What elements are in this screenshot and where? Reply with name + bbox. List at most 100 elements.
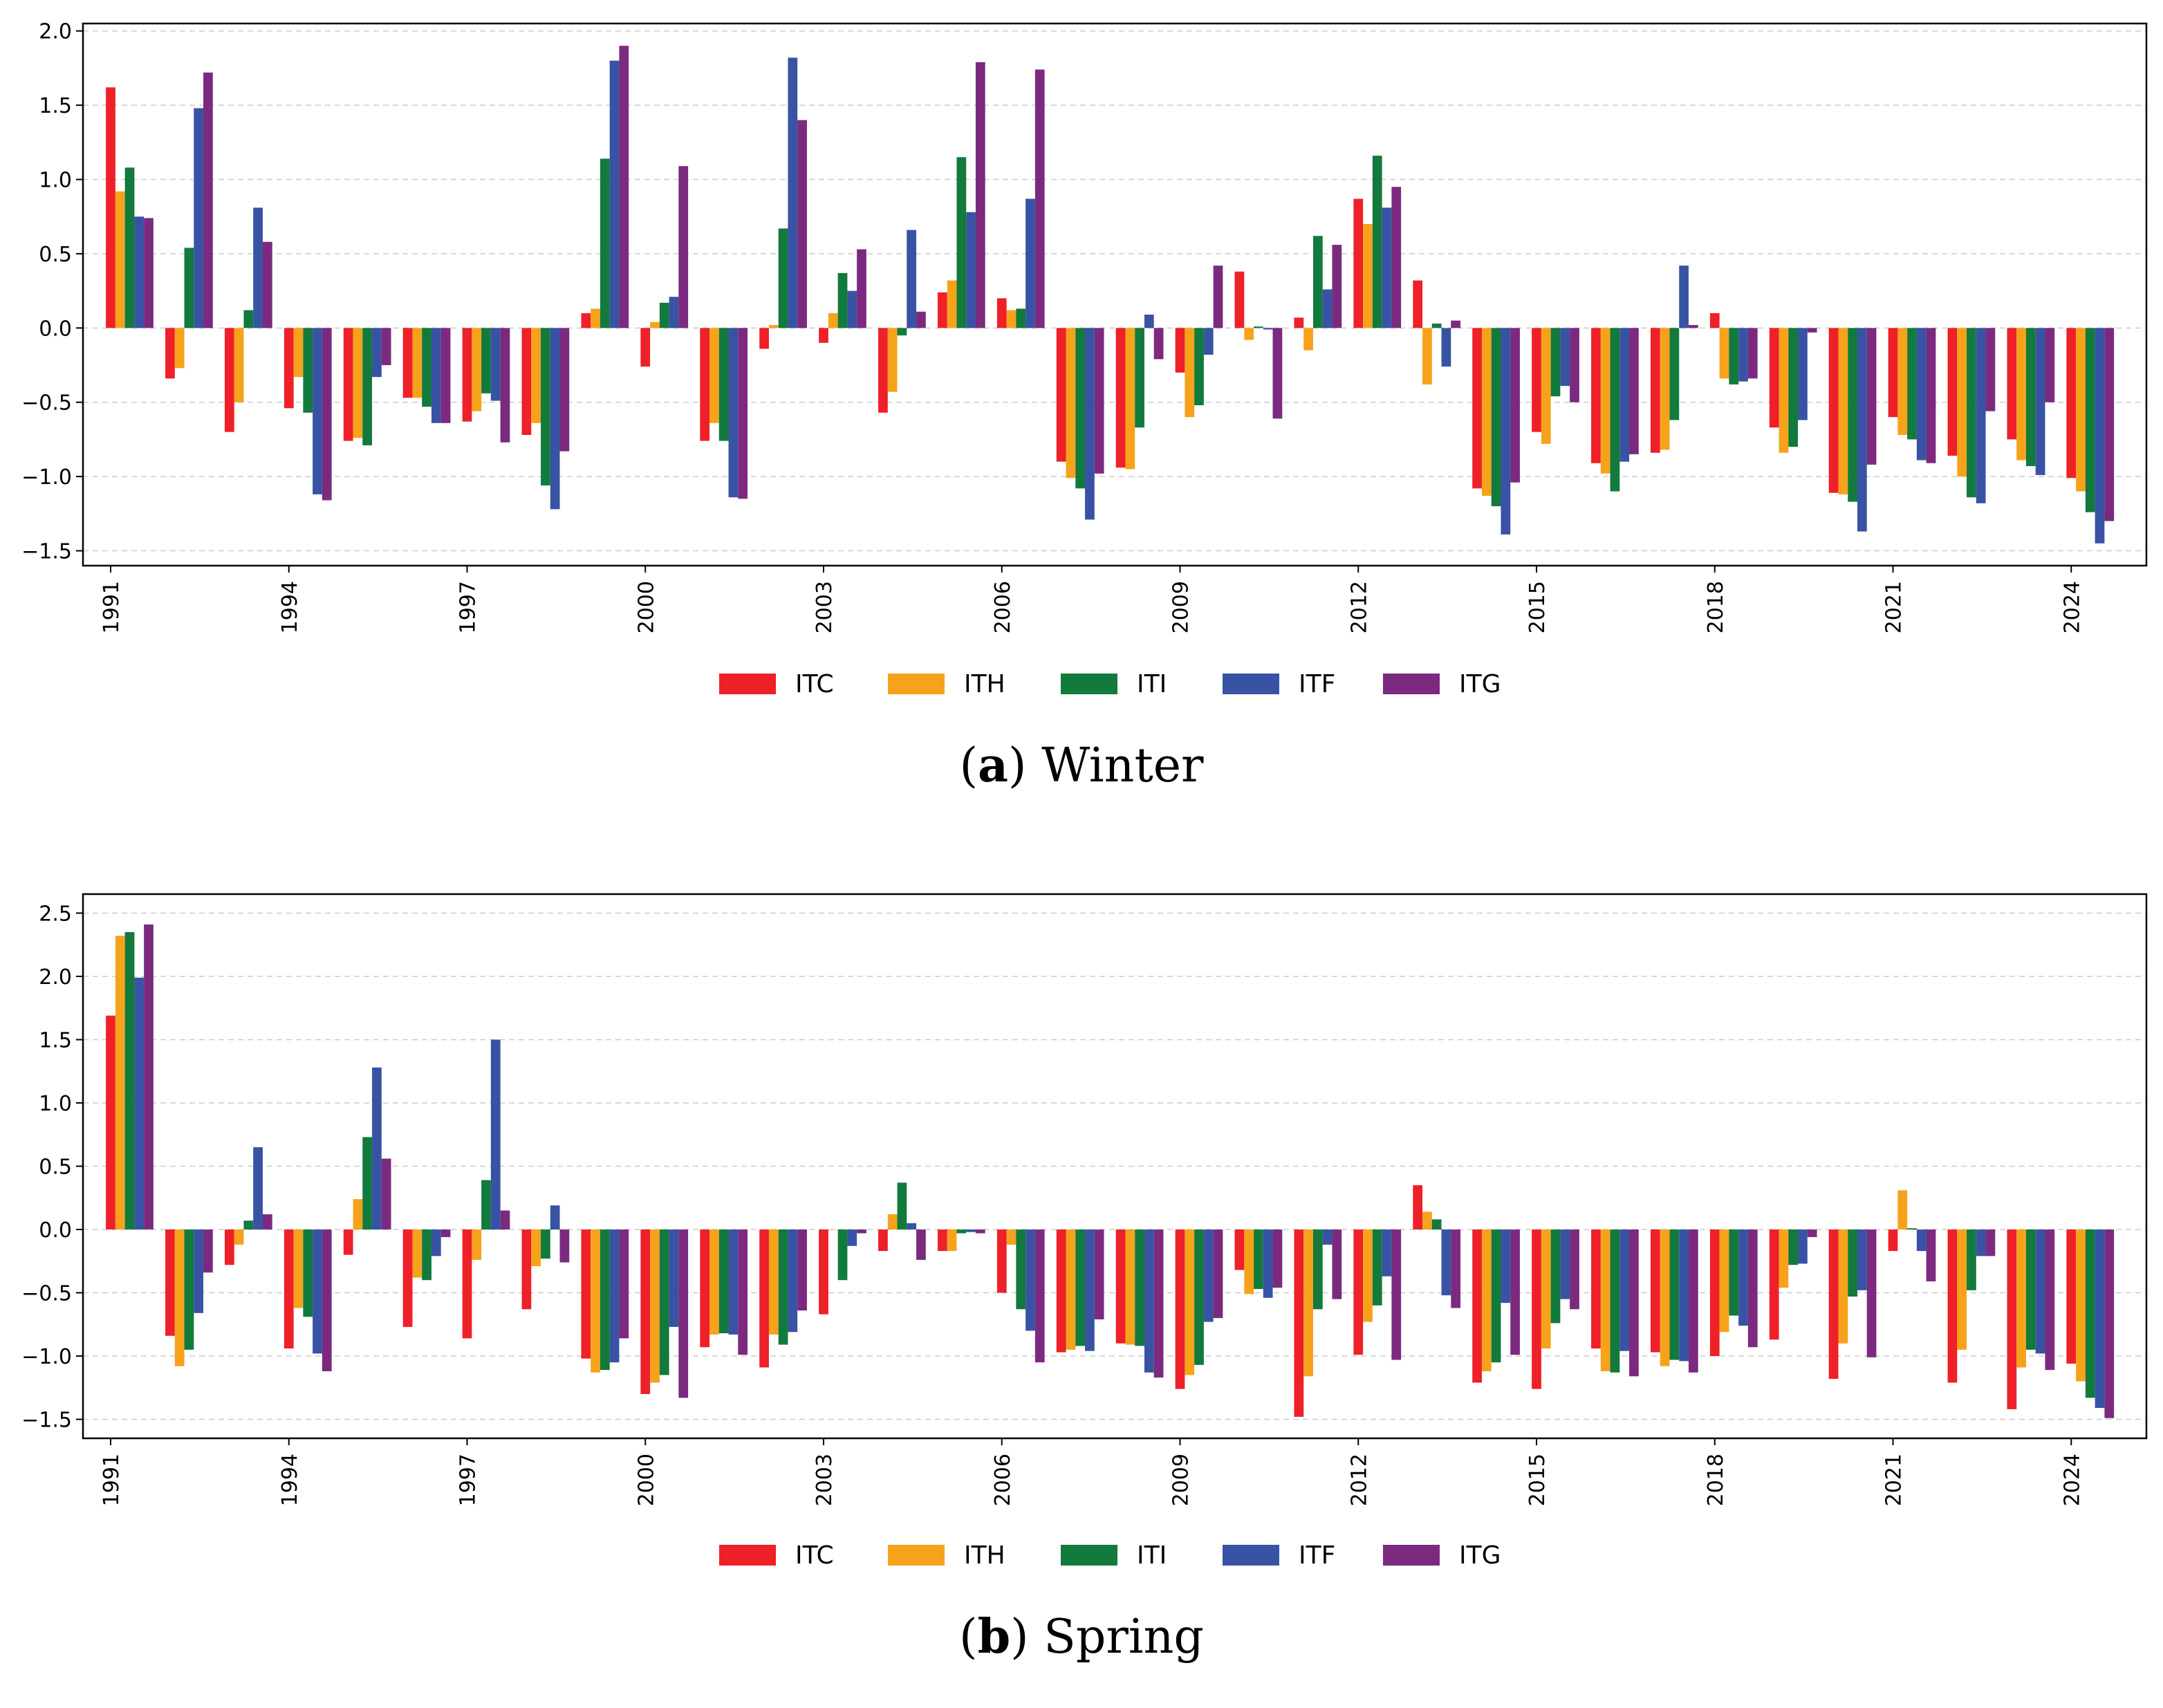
bar-iti-2012 — [1372, 156, 1382, 328]
bar-ith-2007 — [1066, 1229, 1076, 1350]
bar-itf-2012 — [1382, 1229, 1392, 1277]
bar-ith-1995 — [353, 328, 363, 438]
bar-itf-2011 — [1322, 289, 1333, 328]
bar-itg-2015 — [1570, 1229, 1579, 1310]
bar-iti-2019 — [1788, 1229, 1799, 1265]
bar-itc-2012 — [1353, 1229, 1364, 1355]
legend-label-ith: ITH — [964, 670, 1005, 698]
bar-itf-2000 — [669, 1229, 679, 1327]
legend-swatch-ith — [888, 1545, 945, 1566]
caption-close: ) — [1008, 739, 1041, 793]
bar-iti-2021 — [1907, 328, 1917, 440]
bar-iti-1992 — [184, 1229, 194, 1350]
bar-itc-2008 — [1115, 328, 1126, 468]
bar-itc-2003 — [819, 328, 828, 343]
bar-itg-2018 — [1747, 328, 1758, 379]
bar-itc-2013 — [1413, 1185, 1423, 1230]
bar-itc-2000 — [640, 1229, 651, 1394]
bar-ith-1998 — [531, 1229, 541, 1267]
bar-itf-2008 — [1144, 314, 1154, 328]
bar-itc-2016 — [1591, 328, 1601, 463]
bar-itf-2022 — [1976, 328, 1986, 503]
bar-iti-2016 — [1610, 1229, 1620, 1373]
bar-itc-2019 — [1769, 1229, 1779, 1340]
bar-itg-2009 — [1213, 266, 1223, 328]
bar-itg-2005 — [975, 1229, 985, 1234]
bar-itc-2012 — [1353, 198, 1364, 328]
bar-iti-1992 — [184, 248, 194, 328]
legend-swatch-itc — [719, 674, 776, 694]
bar-ith-2002 — [768, 325, 779, 328]
x-tick-label: 2024 — [2060, 581, 2084, 633]
bar-itc-2006 — [996, 298, 1007, 328]
bar-ith-1997 — [472, 1229, 482, 1260]
bar-ith-2008 — [1125, 328, 1135, 470]
bar-itg-2005 — [975, 62, 985, 328]
bar-iti-2023 — [2025, 1229, 2036, 1350]
bar-ith-2018 — [1719, 1229, 1729, 1333]
bar-iti-2020 — [1848, 1229, 1857, 1297]
bar-itc-2002 — [759, 1229, 769, 1368]
bar-ith-2019 — [1779, 1229, 1789, 1288]
x-tick-label: 2012 — [1347, 581, 1371, 633]
bar-iti-2022 — [1967, 328, 1976, 498]
x-tick-label: 2024 — [2060, 1454, 2084, 1506]
bar-iti-2000 — [659, 302, 669, 328]
legend: ITC ITH ITI ITF ITG — [719, 670, 1501, 698]
bar-itf-2024 — [2095, 328, 2105, 544]
x-tick-label: 2015 — [1525, 581, 1550, 633]
legend-label-iti: ITI — [1137, 1541, 1167, 1570]
bar-itg-2002 — [797, 120, 807, 328]
bar-itf-1994 — [313, 328, 322, 494]
bar-ith-2013 — [1422, 1212, 1432, 1230]
bar-itf-2023 — [2035, 1229, 2045, 1354]
caption-text: Spring — [1043, 1610, 1204, 1664]
bar-itf-1994 — [313, 1229, 322, 1354]
bar-itg-2007 — [1094, 328, 1104, 474]
bar-itf-2013 — [1441, 328, 1451, 367]
bar-ith-2024 — [2076, 1229, 2086, 1382]
bar-itg-1996 — [440, 1229, 451, 1237]
bar-itf-1999 — [609, 1229, 620, 1363]
bar-itg-2003 — [857, 1229, 866, 1234]
bar-ith-2023 — [2016, 328, 2026, 461]
bar-iti-1999 — [600, 1229, 610, 1371]
bar-iti-2004 — [897, 1182, 907, 1230]
bar-itc-2020 — [1828, 1229, 1839, 1379]
y-tick-label: 2.5 — [39, 902, 72, 926]
bar-iti-2019 — [1788, 328, 1799, 447]
bar-ith-2023 — [2016, 1229, 2026, 1368]
bar-itg-2021 — [1926, 328, 1936, 463]
bar-itg-1999 — [619, 1229, 629, 1339]
bar-ith-2011 — [1303, 1229, 1313, 1377]
bar-itf-1995 — [372, 1067, 382, 1230]
bar-itf-1998 — [550, 328, 560, 510]
bar-itg-2017 — [1688, 325, 1698, 328]
bar-itc-2024 — [2066, 328, 2077, 479]
bar-itf-2014 — [1501, 1229, 1511, 1303]
bar-itc-2024 — [2066, 1229, 2077, 1364]
legend-label-ith: ITH — [964, 1541, 1005, 1570]
bar-iti-2023 — [2025, 328, 2036, 467]
bar-iti-2003 — [837, 272, 848, 328]
bar-itc-1997 — [462, 1229, 472, 1339]
bar-itf-2003 — [847, 290, 857, 328]
bar-itc-2006 — [996, 1229, 1007, 1293]
bar-itc-1998 — [521, 328, 532, 435]
bar-iti-2011 — [1312, 1229, 1323, 1310]
bar-iti-2006 — [1016, 1229, 1026, 1310]
bar-ith-2019 — [1779, 328, 1789, 453]
bar-itg-1994 — [322, 1229, 332, 1371]
bar-iti-2017 — [1669, 1229, 1680, 1360]
bar-ith-1993 — [234, 328, 244, 402]
bar-iti-2001 — [718, 1229, 729, 1334]
bar-ith-2002 — [768, 1229, 779, 1335]
bar-ith-2010 — [1244, 328, 1254, 340]
bar-itg-1998 — [559, 1229, 570, 1263]
bar-ith-2003 — [828, 313, 838, 328]
bar-itg-2015 — [1570, 328, 1579, 402]
bar-itf-2023 — [2035, 328, 2045, 475]
bar-itc-1995 — [343, 1229, 353, 1255]
bar-itg-2008 — [1153, 328, 1164, 360]
bar-iti-2014 — [1491, 328, 1501, 507]
